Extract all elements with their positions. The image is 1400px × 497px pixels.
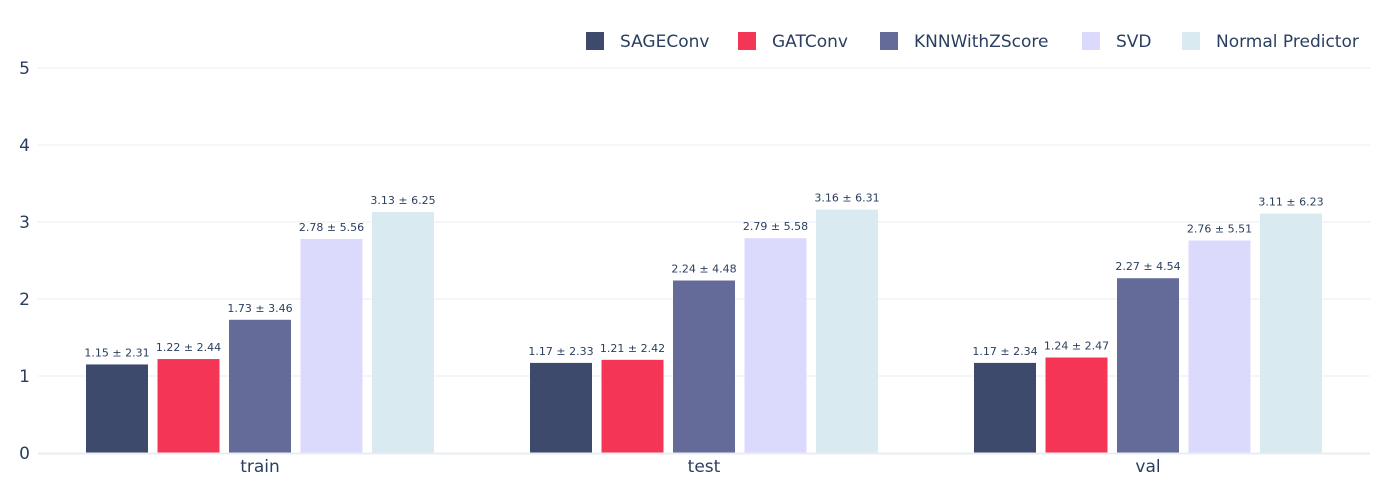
bar-value-label: 3.11 ± 6.23 (1258, 196, 1323, 209)
y-tick-label: 3 (19, 213, 30, 233)
bar[interactable] (86, 364, 148, 453)
y-tick-label: 1 (19, 367, 30, 387)
bar-value-label: 1.22 ± 2.44 (156, 341, 221, 354)
bar[interactable] (1188, 240, 1251, 453)
legend-item[interactable]: KNNWithZScore (880, 32, 1048, 52)
legend-swatch (586, 32, 604, 50)
x-axis: train test val (38, 452, 1370, 477)
bar[interactable] (157, 359, 220, 453)
legend-label: SVD (1116, 32, 1152, 52)
data-labels: 1.15 ± 2.31 1.22 ± 2.44 1.73 ± 3.46 2.78 ± … (84, 192, 1323, 360)
bar[interactable] (372, 211, 434, 453)
legend-swatch (880, 32, 898, 50)
bar-value-label: 1.17 ± 2.33 (528, 345, 593, 358)
bar[interactable] (816, 209, 878, 453)
legend-swatch (738, 32, 756, 50)
legend-label: KNNWithZScore (914, 32, 1048, 52)
y-tick-label: 0 (19, 444, 30, 464)
bar-value-label: 3.16 ± 6.31 (814, 192, 879, 205)
bar[interactable] (530, 362, 592, 453)
bar-value-label: 2.78 ± 5.56 (299, 221, 364, 234)
legend-item[interactable]: GATConv (738, 32, 848, 52)
legend-item[interactable]: Normal Predictor (1182, 32, 1359, 52)
bar-value-label: 2.27 ± 4.54 (1115, 260, 1180, 273)
legend-label: GATConv (772, 32, 848, 52)
bar-value-label: 1.15 ± 2.31 (84, 346, 149, 359)
y-tick-label: 4 (19, 136, 30, 156)
bar[interactable] (601, 359, 664, 453)
y-axis: 0 1 2 3 4 5 (19, 59, 30, 464)
bar[interactable] (974, 362, 1036, 453)
legend-item[interactable]: SVD (1082, 32, 1152, 52)
bars (86, 209, 1322, 453)
bar[interactable] (1045, 357, 1108, 453)
legend-label: Normal Predictor (1216, 32, 1359, 52)
x-tick-label: train (240, 457, 280, 477)
bar-value-label: 1.21 ± 2.42 (600, 342, 665, 355)
legend[interactable]: SAGEConv GATConv KNNWithZScore SVD Normal Pr… (586, 32, 1359, 52)
bar-value-label: 1.24 ± 2.47 (1044, 340, 1109, 353)
bar-value-label: 2.24 ± 4.48 (671, 263, 736, 276)
legend-item[interactable]: SAGEConv (586, 32, 709, 52)
bar[interactable] (300, 238, 363, 453)
legend-swatch (1082, 32, 1100, 50)
x-tick-label: val (1135, 457, 1160, 477)
x-tick-label: test (688, 457, 721, 477)
bar[interactable] (1117, 278, 1179, 453)
y-tick-label: 2 (19, 290, 30, 310)
legend-swatch (1182, 32, 1200, 50)
bar[interactable] (229, 319, 291, 453)
bar[interactable] (673, 280, 735, 453)
bar-value-label: 1.73 ± 3.46 (227, 302, 292, 315)
bar-value-label: 2.76 ± 5.51 (1187, 222, 1252, 235)
bar[interactable] (1260, 213, 1322, 453)
bar-value-label: 1.17 ± 2.34 (972, 345, 1037, 358)
y-tick-label: 5 (19, 59, 30, 79)
bar[interactable] (744, 238, 807, 453)
bar-value-label: 2.79 ± 5.58 (743, 220, 808, 233)
legend-label: SAGEConv (620, 32, 709, 52)
bar-value-label: 3.13 ± 6.25 (370, 194, 435, 207)
